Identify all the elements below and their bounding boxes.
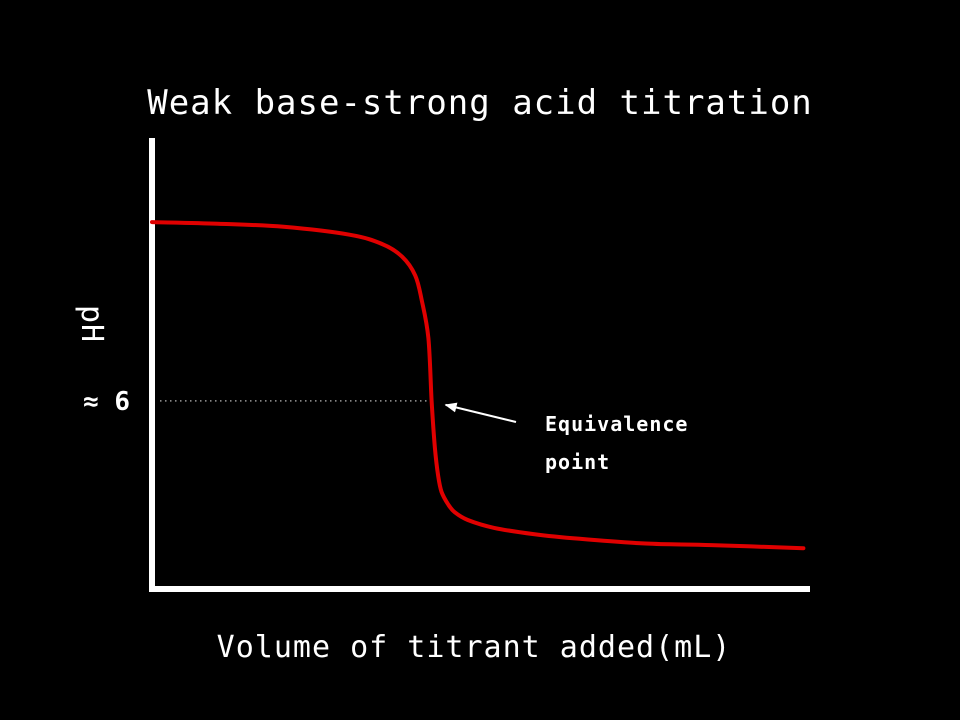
equivalence-arrow [444,402,517,423]
chart-title: Weak base-strong acid titration [147,83,813,123]
y-tick-label: ≈ 6 [83,387,130,417]
y-axis-title: pH [74,305,109,343]
annotation-line-1: Equivalence [545,412,688,436]
x-axis-title: Volume of titrant added(mL) [217,630,732,665]
annotation-line-2: point [545,450,610,474]
titration-curve [150,220,806,551]
